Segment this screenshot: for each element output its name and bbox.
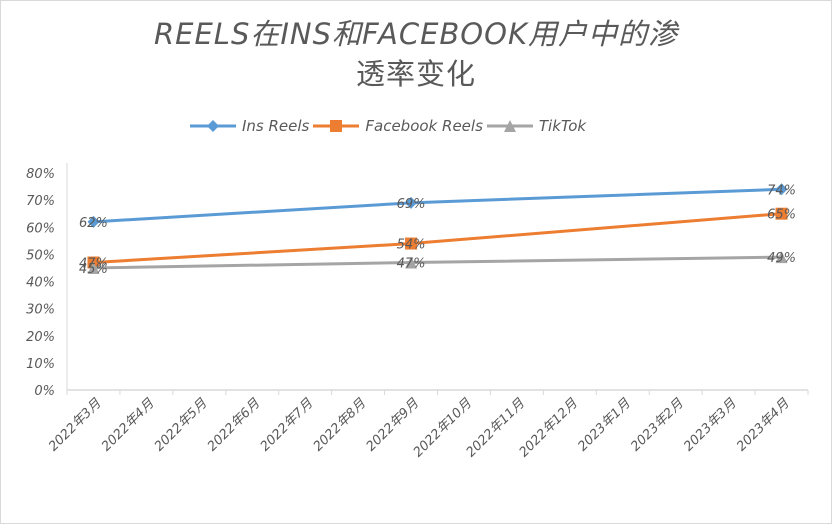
- x-tick-label: 2023年1月: [575, 396, 634, 455]
- data-label: 65%: [767, 208, 796, 223]
- legend-item-facebook-reels[interactable]: Facebook Reels: [313, 117, 483, 135]
- data-label: 49%: [767, 251, 796, 266]
- y-tick-label: 40%: [26, 276, 55, 291]
- diamond-marker[interactable]: [87, 215, 100, 228]
- data-label: 62%: [79, 216, 108, 231]
- triangle-marker[interactable]: [405, 256, 418, 269]
- x-tick-label: 2022年8月: [311, 396, 370, 455]
- y-tick-label: 80%: [26, 167, 55, 182]
- diamond-marker-icon: [190, 120, 236, 132]
- square-marker-icon: [313, 120, 360, 132]
- y-tick-label: 0%: [34, 384, 55, 399]
- series-line: [93, 255, 782, 270]
- chart-title-line1: REELS在INS和FACEBOOK用户中的渗: [154, 17, 678, 51]
- data-label: 45%: [79, 262, 108, 277]
- chart-title-line2: 透率变化: [355, 57, 476, 91]
- x-tick-label: 2023年2月: [628, 396, 687, 455]
- x-tick-label: 2022年3月: [46, 396, 105, 455]
- triangle-marker[interactable]: [87, 261, 100, 274]
- x-axis: 2022年3月2022年4月2022年5月2022年6月2022年7月2022年…: [46, 396, 793, 461]
- series-line: [93, 187, 782, 224]
- legend-label: TikTok: [538, 117, 587, 135]
- square-marker[interactable]: [405, 237, 418, 250]
- legend-label: Ins Reels: [242, 117, 310, 135]
- x-tick-label: 2022年12月: [517, 396, 582, 461]
- data-label: 47%: [397, 257, 426, 272]
- data-label: 54%: [397, 238, 426, 253]
- diamond-marker[interactable]: [405, 196, 418, 209]
- legend-item-tiktok[interactable]: TikTok: [486, 117, 587, 135]
- diamond-marker[interactable]: [775, 183, 788, 196]
- legend-item-ins-reels[interactable]: Ins Reels: [190, 117, 309, 135]
- chart-legend: Ins Reels Facebook Reels TikTok: [190, 117, 590, 135]
- series-lines: 62%69%74%47%54%65%45%47%49%: [79, 183, 796, 277]
- legend-label: Facebook Reels: [365, 117, 483, 135]
- triangle-marker-icon: [486, 120, 533, 132]
- x-tick-label: 2022年7月: [258, 396, 317, 455]
- y-tick-label: 20%: [26, 330, 55, 345]
- triangle-marker[interactable]: [775, 251, 788, 264]
- y-tick-label: 30%: [26, 303, 55, 318]
- x-tick-label: 2023年3月: [681, 396, 740, 455]
- x-tick-label: 2023年4月: [734, 396, 793, 455]
- x-tick-label: 2022年4月: [99, 396, 158, 455]
- y-tick-label: 60%: [26, 221, 55, 236]
- chart-title: REELS在INS和FACEBOOK用户中的渗 透率变化: [0, 14, 832, 94]
- y-tick-label: 10%: [26, 357, 55, 372]
- square-marker[interactable]: [775, 207, 788, 220]
- y-tick-label: 70%: [26, 194, 55, 209]
- series-line: [93, 212, 782, 265]
- y-axis: 0% 10% 20% 30% 40% 50% 60% 70% 80%: [26, 167, 55, 399]
- data-label: 69%: [397, 197, 426, 212]
- x-tick-label: 2022年6月: [205, 396, 264, 455]
- x-tick-label: 2022年5月: [152, 396, 211, 455]
- data-label: 74%: [767, 183, 796, 198]
- y-tick-label: 50%: [26, 248, 55, 263]
- axes: [66, 163, 809, 395]
